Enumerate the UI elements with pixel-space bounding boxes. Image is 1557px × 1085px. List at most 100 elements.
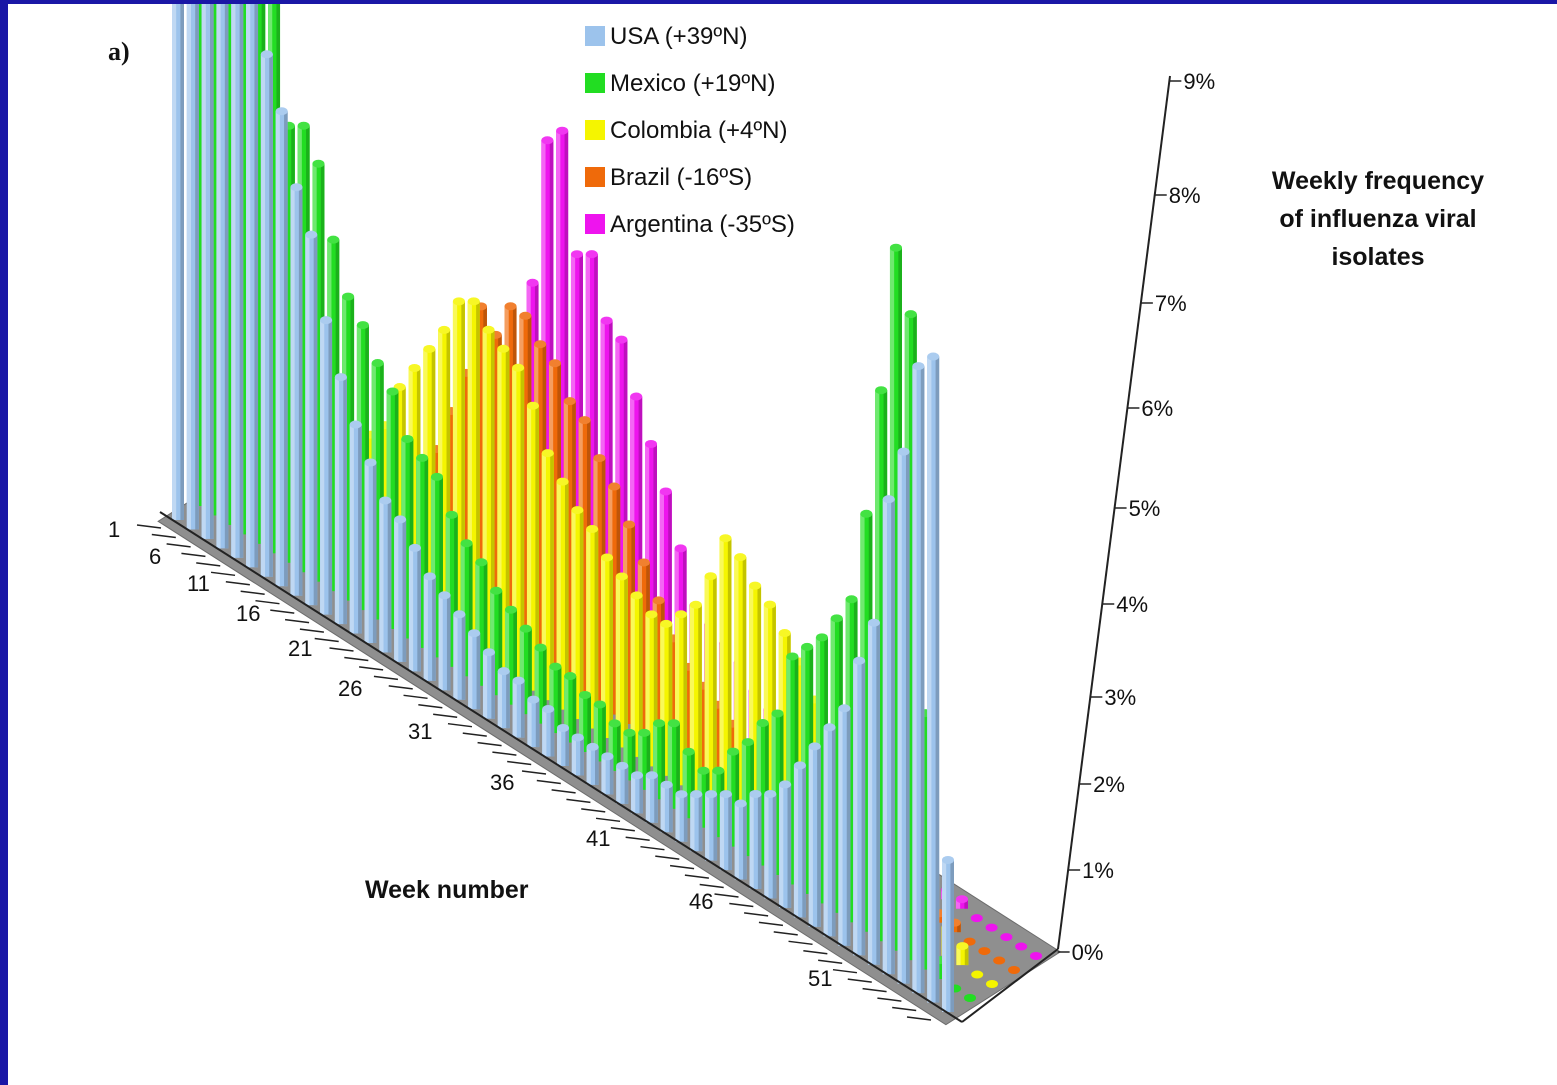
- bar-usa-week-25: [527, 695, 540, 748]
- y-tick-label: 3%: [1104, 685, 1136, 710]
- bar-usa-week-46: [838, 704, 851, 946]
- week-tick: [640, 845, 665, 851]
- legend-swatch: [585, 26, 605, 46]
- bar-mexico-week-27: [579, 691, 591, 752]
- bar-colombia-week-52: [971, 970, 984, 979]
- bar-argentina-week-48: [955, 895, 968, 909]
- bar-argentina-week-51: [1000, 933, 1013, 942]
- week-tick: [729, 902, 754, 908]
- bar-usa-week-33: [645, 771, 658, 823]
- bar-argentina-week-50: [985, 923, 998, 932]
- bar-brazil-week-53: [1008, 966, 1020, 974]
- week-tick: [136, 524, 162, 529]
- bar-usa-week-53: [942, 856, 954, 1012]
- week-tick: [418, 704, 443, 709]
- week-tick: [818, 959, 843, 964]
- bar-colombia-week-35: [719, 534, 732, 814]
- bar-colombia-week-26: [586, 525, 599, 729]
- bar-usa-week-16: [394, 515, 407, 662]
- week-tick: [151, 533, 176, 539]
- bar-colombia-week-34: [704, 572, 717, 805]
- bar-usa-week-6: [246, 4, 259, 568]
- bar-usa-week-40: [749, 790, 762, 889]
- bar-usa-week-10: [305, 230, 318, 606]
- bar-usa-week-27: [557, 724, 569, 766]
- week-tick: [906, 1016, 932, 1021]
- week-tick: [847, 978, 872, 983]
- bar-colombia-week-24: [556, 477, 569, 710]
- week-tick: [388, 685, 413, 690]
- bar-usa-week-5: [231, 4, 244, 558]
- bar-usa-week-1: [172, 4, 184, 520]
- bar-usa-week-35: [675, 790, 688, 842]
- legend-label: Colombia (+4ºN): [610, 117, 788, 144]
- y-tick-label: 6%: [1141, 396, 1173, 421]
- week-tick: [892, 1006, 917, 1012]
- legend-label: Argentina (-35ºS): [610, 211, 795, 238]
- week-tick: [492, 751, 517, 756]
- week-tick: [610, 827, 635, 832]
- week-tick: [521, 770, 547, 775]
- week-tick: [447, 722, 473, 728]
- bar-usa-week-18: [423, 572, 436, 681]
- bar-usa-week-28: [571, 733, 584, 776]
- week-tick: [625, 836, 650, 841]
- x-axis-title: Week number: [365, 876, 529, 904]
- bar-usa-week-51: [912, 362, 925, 994]
- legend-item: Brazil (-16ºS): [585, 164, 752, 191]
- week-tick: [581, 808, 606, 813]
- week-tick: [832, 968, 858, 974]
- week-tick: [758, 921, 784, 927]
- x-tick-label: 16: [236, 601, 260, 626]
- week-tick: [877, 997, 902, 1002]
- bar-usa-week-7: [260, 50, 273, 577]
- bar-usa-week-17: [408, 543, 421, 672]
- bar-brazil-week-52: [993, 956, 1006, 965]
- bar-usa-week-23: [497, 667, 510, 729]
- week-axis-line: [159, 511, 963, 1023]
- chart-3d-bars: 161116212631364146510%1%2%3%4%5%6%7%8%9%…: [108, 4, 1484, 1026]
- week-tick: [773, 931, 798, 936]
- y-axis-title: isolates: [1331, 243, 1424, 271]
- bar-usa-week-14: [364, 458, 377, 643]
- bar-colombia-week-33: [689, 600, 702, 795]
- bar-usa-week-42: [779, 780, 792, 908]
- legend-item: Mexico (+19ºN): [585, 70, 775, 97]
- y-tick-label: 9%: [1183, 69, 1215, 94]
- bar-usa-week-29: [586, 742, 599, 785]
- bar-argentina-week-49: [970, 914, 983, 923]
- bar-usa-week-50: [897, 447, 910, 984]
- panel-label: a): [108, 37, 130, 66]
- week-tick: [314, 637, 339, 643]
- bar-usa-week-8: [275, 107, 288, 587]
- bar-colombia-week-51: [956, 942, 969, 966]
- bar-usa-week-26: [542, 705, 555, 757]
- bar-usa-week-21: [468, 629, 481, 710]
- bar-usa-week-19: [438, 591, 451, 691]
- x-tick-label: 31: [408, 719, 432, 744]
- legend-label: Brazil (-16ºS): [610, 164, 752, 191]
- x-tick-label: 26: [338, 676, 362, 701]
- y-tick-label: 7%: [1155, 291, 1187, 316]
- x-tick-label: 46: [689, 889, 713, 914]
- bar-usa-week-38: [719, 790, 732, 871]
- week-tick: [225, 581, 250, 586]
- bar-usa-week-12: [334, 373, 347, 625]
- bar-usa-week-47: [853, 656, 866, 956]
- week-tick: [714, 893, 739, 898]
- week-tick: [255, 599, 280, 605]
- bar-usa-week-22: [482, 648, 495, 719]
- y-tick-label: 4%: [1116, 592, 1148, 617]
- week-tick: [699, 883, 724, 889]
- bar-usa-week-30: [601, 752, 614, 795]
- bar-usa-week-49: [882, 495, 895, 975]
- bar-usa-week-32: [631, 771, 644, 814]
- bar-argentina-week-52: [1015, 942, 1028, 951]
- week-tick: [551, 789, 576, 794]
- bar-usa-week-4: [216, 4, 229, 549]
- week-tick: [595, 817, 621, 823]
- week-tick: [403, 694, 428, 700]
- week-tick: [166, 543, 191, 548]
- week-tick: [803, 950, 828, 955]
- y-tick-label: 5%: [1129, 496, 1161, 521]
